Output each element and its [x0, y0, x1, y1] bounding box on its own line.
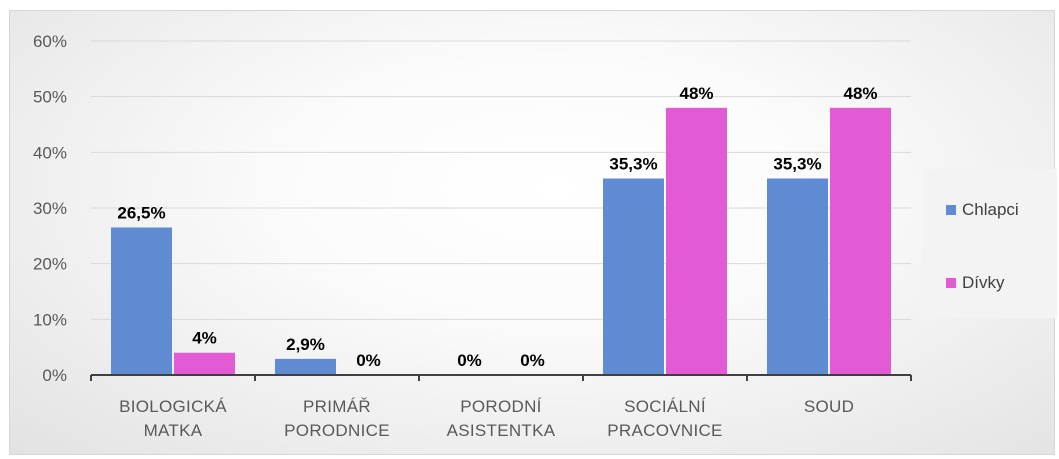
category-label-0-line-1: MATKA: [144, 421, 203, 440]
y-tick-label-2: 20%: [33, 255, 67, 274]
data-label-dívky-4: 48%: [843, 84, 877, 103]
y-tick-label-6: 60%: [33, 32, 67, 51]
legend-item-divky: Dívky: [946, 273, 1005, 293]
bar-chlapci-0: [111, 227, 172, 375]
legend-swatch-divky: [946, 278, 956, 288]
category-label-3-line-0: SOCIÁLNÍ: [624, 397, 706, 416]
category-label-3-line-1: PRACOVNICE: [607, 421, 722, 440]
legend-item-chlapci: Chlapci: [946, 200, 1019, 220]
category-label-1-line-1: PORODNICE: [284, 421, 390, 440]
legend-label-chlapci: Chlapci: [962, 200, 1019, 219]
data-label-chlapci-1: 2,9%: [286, 335, 325, 354]
bar-dívky-0: [174, 352, 235, 375]
category-label-0-line-0: BIOLOGICKÁ: [119, 397, 227, 416]
bar-chlapci-4: [767, 178, 828, 375]
bar-chlapci-3: [603, 178, 664, 375]
category-label-1-line-0: PRIMÁŘ: [303, 397, 371, 416]
legend: Chlapci Dívky: [922, 169, 1057, 318]
category-label-2-line-0: PORODNÍ: [460, 397, 541, 416]
bar-dívky-4: [830, 107, 891, 376]
data-label-chlapci-2: 0%: [457, 351, 482, 370]
data-label-dívky-2: 0%: [520, 351, 545, 370]
legend-label-divky: Dívky: [962, 273, 1005, 292]
data-label-chlapci-0: 26,5%: [117, 203, 165, 222]
y-tick-label-4: 40%: [33, 143, 67, 162]
category-label-4-line-0: SOUD: [804, 397, 854, 416]
y-tick-label-0: 0%: [42, 366, 67, 385]
data-label-dívky-3: 48%: [679, 84, 713, 103]
data-label-dívky-0: 4%: [192, 329, 217, 348]
data-label-dívky-1: 0%: [356, 351, 381, 370]
y-axis-tick-labels: 0% 10% 20% 30% 40% 50% 60%: [33, 32, 67, 385]
x-axis: [90, 374, 912, 381]
bars: [111, 107, 891, 376]
y-tick-label-1: 10%: [33, 310, 67, 329]
bar-dívky-3: [666, 107, 727, 376]
y-tick-label-3: 30%: [33, 199, 67, 218]
bar-chlapci-1: [275, 358, 336, 375]
legend-swatch-chlapci: [946, 205, 956, 215]
data-label-chlapci-4: 35,3%: [773, 154, 821, 173]
x-axis-category-labels: BIOLOGICKÁ MATKA PRIMÁŘ PORODNICE PORODNÍ ASI…: [119, 397, 854, 440]
y-tick-label-5: 50%: [33, 88, 67, 107]
data-label-chlapci-3: 35,3%: [609, 154, 657, 173]
data-labels: 26,5% 2,9% 0% 35,3% 35,3% 4% 0% 0% 48% 48%: [117, 84, 877, 370]
category-label-2-line-1: ASISTENTKA: [447, 421, 556, 440]
